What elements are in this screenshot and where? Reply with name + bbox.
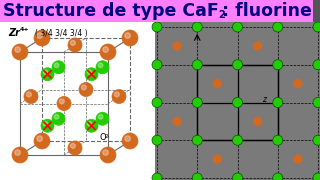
Circle shape [87, 122, 92, 126]
Circle shape [68, 141, 82, 155]
Circle shape [12, 147, 28, 163]
Text: Structure de type CaF: Structure de type CaF [3, 2, 219, 20]
Text: : fluorine: : fluorine [222, 2, 312, 20]
Circle shape [12, 44, 28, 60]
Circle shape [57, 96, 71, 111]
Circle shape [152, 98, 162, 107]
Circle shape [273, 98, 283, 107]
Circle shape [96, 61, 109, 74]
Circle shape [125, 136, 131, 141]
Circle shape [34, 30, 50, 46]
Text: 2: 2 [218, 10, 225, 19]
Circle shape [152, 135, 162, 145]
Circle shape [192, 173, 202, 180]
Circle shape [313, 173, 320, 180]
Circle shape [152, 60, 162, 70]
Circle shape [152, 22, 162, 32]
Circle shape [52, 61, 65, 74]
FancyBboxPatch shape [0, 22, 155, 180]
Circle shape [112, 89, 126, 103]
Circle shape [81, 85, 86, 90]
Circle shape [152, 173, 162, 180]
Circle shape [173, 42, 181, 50]
Circle shape [70, 40, 75, 45]
Circle shape [313, 135, 320, 145]
Circle shape [103, 47, 108, 52]
Circle shape [173, 117, 181, 125]
Circle shape [294, 155, 302, 163]
Circle shape [122, 30, 138, 46]
Circle shape [273, 22, 283, 32]
Circle shape [192, 60, 202, 70]
Circle shape [24, 89, 38, 103]
FancyBboxPatch shape [313, 0, 320, 22]
Circle shape [233, 135, 243, 145]
Circle shape [192, 98, 202, 107]
Circle shape [98, 63, 103, 68]
Circle shape [37, 33, 42, 38]
Circle shape [98, 114, 103, 119]
Circle shape [254, 42, 262, 50]
Text: z: z [262, 96, 266, 105]
Circle shape [273, 173, 283, 180]
Circle shape [125, 33, 131, 38]
Circle shape [60, 99, 64, 104]
Circle shape [313, 98, 320, 107]
Circle shape [192, 22, 202, 32]
Circle shape [100, 44, 116, 60]
Circle shape [54, 114, 59, 119]
Circle shape [233, 60, 243, 70]
Circle shape [213, 80, 221, 88]
Circle shape [213, 155, 221, 163]
Circle shape [85, 68, 98, 81]
Text: Zr: Zr [8, 28, 20, 38]
Circle shape [233, 22, 243, 32]
Circle shape [37, 136, 42, 141]
Circle shape [41, 68, 54, 81]
Circle shape [100, 147, 116, 163]
Circle shape [96, 112, 109, 125]
Circle shape [233, 98, 243, 107]
Circle shape [233, 173, 243, 180]
Circle shape [54, 63, 59, 68]
Circle shape [70, 143, 75, 148]
Circle shape [34, 133, 50, 149]
Circle shape [15, 150, 20, 155]
Circle shape [294, 80, 302, 88]
Circle shape [85, 119, 98, 132]
Circle shape [313, 60, 320, 70]
Text: ( 3/4 3/4 3/4 ): ( 3/4 3/4 3/4 ) [35, 29, 88, 38]
Circle shape [273, 135, 283, 145]
Circle shape [43, 122, 48, 126]
Circle shape [41, 119, 54, 132]
Circle shape [103, 150, 108, 155]
Circle shape [87, 70, 92, 75]
FancyBboxPatch shape [155, 22, 320, 180]
Text: O: O [99, 134, 106, 143]
Circle shape [115, 92, 119, 97]
Circle shape [43, 70, 48, 75]
Circle shape [273, 60, 283, 70]
Circle shape [79, 82, 93, 96]
Circle shape [254, 117, 262, 125]
Text: 2-: 2- [105, 134, 110, 138]
Circle shape [122, 133, 138, 149]
Circle shape [27, 92, 31, 97]
Circle shape [15, 47, 20, 52]
Circle shape [313, 22, 320, 32]
Text: 4+: 4+ [20, 27, 30, 32]
FancyBboxPatch shape [0, 0, 320, 22]
Circle shape [68, 38, 82, 52]
Circle shape [192, 135, 202, 145]
Circle shape [52, 112, 65, 125]
